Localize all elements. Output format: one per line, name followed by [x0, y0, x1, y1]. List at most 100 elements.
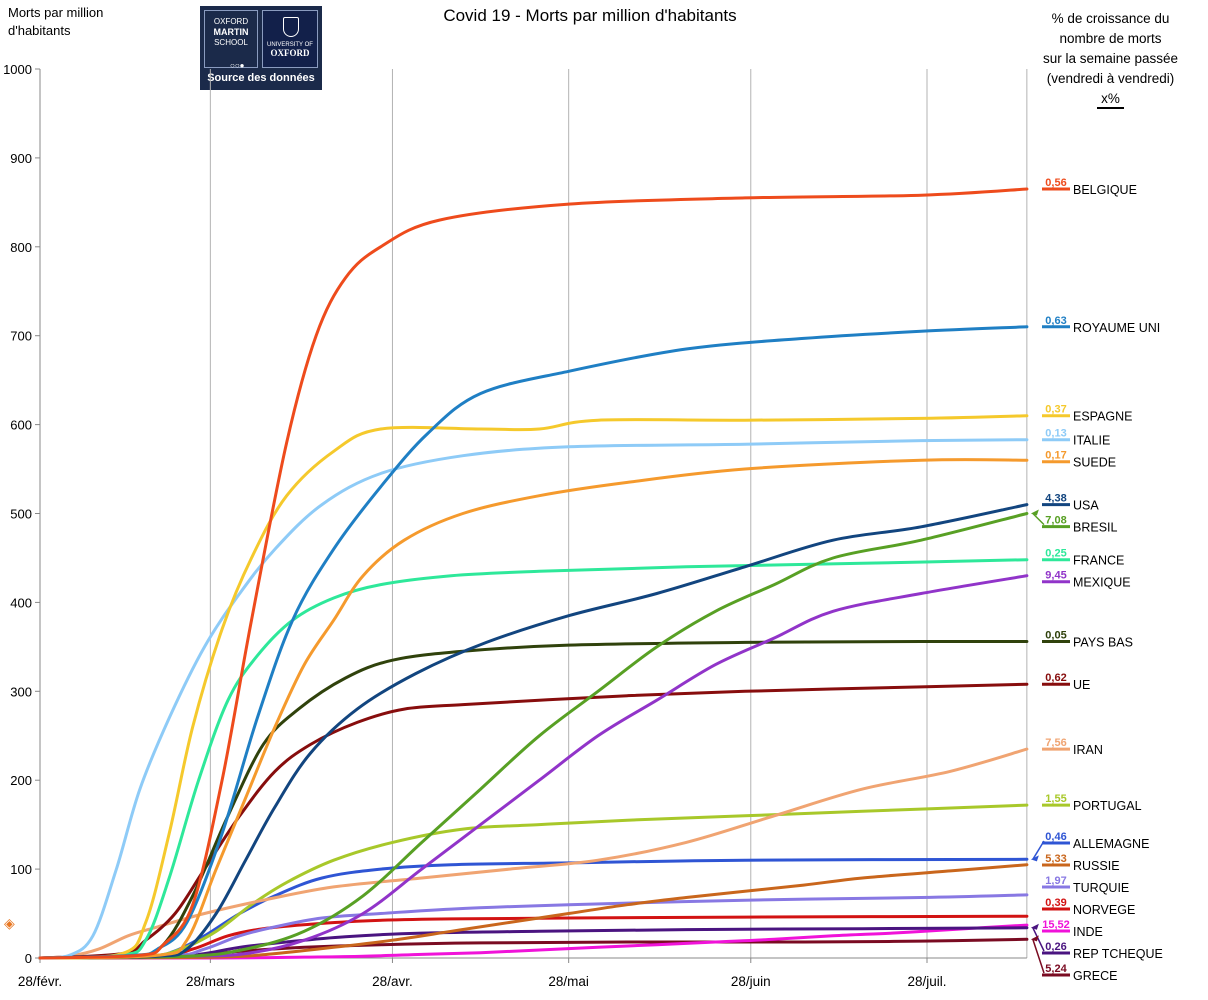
series-line-russie [38, 863, 1029, 960]
x-tick-label: 28/juin [731, 974, 771, 989]
legend-arrowhead [1030, 855, 1039, 862]
legend-series-name: TURQUIE [1073, 881, 1129, 895]
series-line-bresil [38, 512, 1029, 960]
legend-series-name: ESPAGNE [1073, 410, 1133, 424]
legend-series-name: ROYAUME UNI [1073, 321, 1160, 335]
y-tick-label: 100 [10, 862, 32, 877]
legend-series-name: IRAN [1073, 743, 1103, 757]
legend-series-name: ITALIE [1073, 434, 1110, 448]
legend-entry-norvege: 0,39 NORVEGE [1042, 897, 1135, 917]
legend-series-name: UE [1073, 678, 1090, 692]
legend-growth-value: 0,46 [1045, 831, 1066, 843]
legend-entry-russie: 5,33 RUSSIE [1042, 853, 1120, 873]
y-tick-label: 500 [10, 507, 32, 522]
growth-note-line1: % de croissance du [1051, 11, 1170, 26]
legend-entry-suede: 0,17 SUEDE [1042, 450, 1116, 470]
legend-growth-value: 9,45 [1045, 570, 1066, 582]
series-line-norvege [38, 914, 1029, 960]
series-line-royaume-uni [38, 325, 1029, 960]
legend-growth-value: 0,26 [1045, 941, 1066, 953]
legend-arrow [1032, 939, 1045, 974]
source-label: Source des données [207, 72, 315, 84]
series-line-pays-bas [38, 639, 1029, 960]
y-tick-label: 300 [10, 684, 32, 699]
x-tick-label: 28/mars [186, 974, 235, 989]
expand-icon[interactable]: ◈ [4, 915, 15, 931]
legend-series-name: ALLEMAGNE [1073, 837, 1149, 851]
legend-entry-usa: 4,38 USA [1042, 493, 1099, 513]
y-tick-label: 700 [10, 329, 32, 344]
y-tick-label: 1000 [3, 62, 32, 77]
legend-growth-value: 1,97 [1045, 875, 1066, 887]
legend-growth-value: 5,33 [1045, 853, 1066, 865]
y-tick-label: 200 [10, 773, 32, 788]
legend-growth-value: 0,25 [1045, 548, 1066, 560]
series-line-inde [38, 923, 1029, 960]
oxford-martin-logo[interactable]: OXFORD MARTIN SCHOOL UNIVERSITY OF OXFOR… [200, 6, 322, 90]
legend-series-name: MEXIQUE [1073, 576, 1131, 590]
legend-entry-rep-tcheque: 0,26 REP TCHEQUE [1030, 923, 1163, 961]
legend-entry-ue: 0,62 UE [1042, 672, 1090, 692]
legend-growth-value: 5,24 [1045, 963, 1067, 975]
y-axis-title-line2: d'habitants [8, 23, 71, 38]
legend-growth-value: 0,56 [1045, 177, 1066, 189]
legend-arrowhead [1030, 509, 1039, 516]
series-line-italie [38, 438, 1029, 960]
legend-entry-iran: 7,56 IRAN [1042, 737, 1103, 757]
legend-entry-inde: 15,52 INDE [1042, 919, 1103, 939]
legend-arrow [1032, 927, 1045, 952]
legend-entry-mexique: 9,45 MEXIQUE [1042, 570, 1131, 590]
growth-note: % de croissance du nombre de morts sur l… [1018, 9, 1203, 109]
legend-entry-belgique: 0,56 BELGIQUE [1042, 177, 1137, 197]
legend-growth-value: 0,13 [1045, 428, 1066, 440]
growth-note-line4: (vendredi à vendredi) [1046, 71, 1175, 86]
legend-entry-royaume-uni: 0,63 ROYAUME UNI [1042, 315, 1160, 335]
oxford-martin-school-mark: OXFORD MARTIN SCHOOL [204, 10, 258, 68]
growth-note-line2: nombre de morts [1059, 31, 1162, 46]
legend-series-name: BELGIQUE [1073, 183, 1137, 197]
logo-text-school: SCHOOL [214, 38, 248, 47]
logo-text-martin: MARTIN [213, 27, 249, 37]
oxford-crest-icon [283, 17, 299, 37]
legend-growth-value: 7,08 [1045, 515, 1066, 527]
legend-series-name: USA [1073, 499, 1099, 513]
logo-text-university-of: UNIVERSITY OF [267, 42, 313, 48]
x-tick-label: 28/mai [548, 974, 589, 989]
legend-growth-value: 0,39 [1045, 897, 1066, 909]
y-axis-title-line1: Morts par million [8, 5, 104, 20]
x-tick-label: 28/févr. [18, 974, 62, 989]
legend-series-name: PAYS BAS [1073, 636, 1133, 650]
legend-growth-value: 1,55 [1045, 793, 1066, 805]
series-line-iran [38, 747, 1029, 960]
logo-dots-icon: ○○● [230, 61, 245, 70]
series-line-france [38, 558, 1029, 960]
series-line-espagne [38, 414, 1029, 960]
legend-entry-portugal: 1,55 PORTUGAL [1042, 793, 1142, 813]
logo-text-oxford: OXFORD [213, 17, 249, 26]
legend-growth-value: 0,63 [1045, 315, 1066, 327]
x-tick-label: 28/avr. [372, 974, 413, 989]
legend-entry-france: 0,25 FRANCE [1042, 548, 1124, 568]
growth-note-line3: sur la semaine passée [1042, 51, 1179, 66]
y-tick-label: 0 [25, 951, 32, 966]
university-of-oxford-mark: UNIVERSITY OF OXFORD [262, 10, 318, 68]
legend-series-name: PORTUGAL [1073, 799, 1142, 813]
legend-series-name: NORVEGE [1073, 903, 1135, 917]
legend-growth-value: 0,62 [1045, 672, 1066, 684]
legend-entry-italie: 0,13 ITALIE [1042, 428, 1110, 448]
y-tick-label: 800 [10, 240, 32, 255]
legend-growth-value: 0,05 [1045, 630, 1066, 642]
legend-growth-value: 15,52 [1042, 919, 1070, 931]
series-line-turquie [38, 893, 1029, 960]
series-line-usa [38, 503, 1029, 960]
legend-series-name: BRESIL [1073, 521, 1118, 535]
legend-series-name: RUSSIE [1073, 859, 1120, 873]
series-line-belgique [38, 187, 1029, 960]
y-tick-label: 900 [10, 151, 32, 166]
legend-arrow [1032, 512, 1045, 526]
legend-entry-grece: 5,24 GRECE [1030, 935, 1117, 983]
legend-growth-value: 7,56 [1045, 737, 1066, 749]
x-tick-label: 28/juil. [907, 974, 946, 989]
series-line-ue [38, 682, 1029, 960]
